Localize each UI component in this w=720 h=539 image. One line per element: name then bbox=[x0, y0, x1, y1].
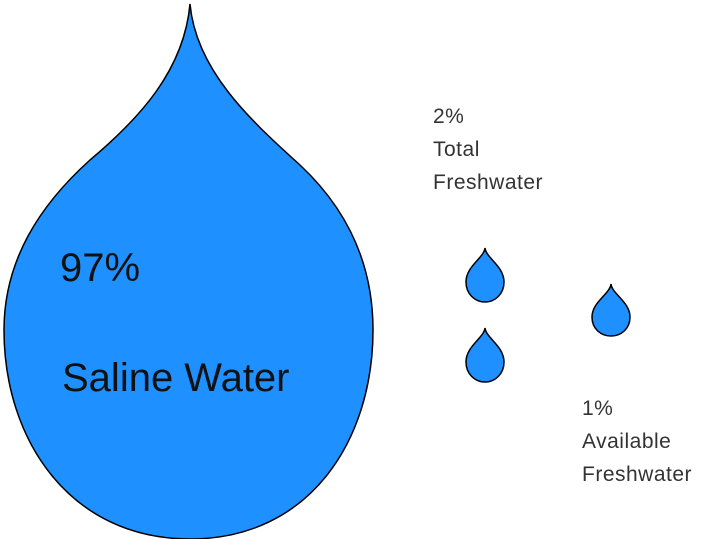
available-freshwater-line2: Freshwater bbox=[582, 463, 693, 486]
available-freshwater-label: 1% Available Freshwater bbox=[582, 392, 692, 491]
saline-percent: 97% bbox=[60, 246, 141, 290]
total-freshwater-label: 2% Total Freshwater bbox=[433, 100, 543, 199]
available-freshwater-line1: Available bbox=[582, 430, 672, 453]
total-freshwater-line1: Total bbox=[433, 138, 480, 161]
available-freshwater-percent: 1% bbox=[582, 397, 614, 420]
total-freshwater-percent: 2% bbox=[433, 105, 465, 128]
total-freshwater-line2: Freshwater bbox=[433, 171, 544, 194]
total-freshwater-drop-upper bbox=[465, 247, 505, 303]
available-freshwater-drop bbox=[591, 283, 631, 337]
total-freshwater-drop-lower bbox=[465, 327, 505, 383]
saline-label: Saline Water bbox=[62, 356, 290, 400]
